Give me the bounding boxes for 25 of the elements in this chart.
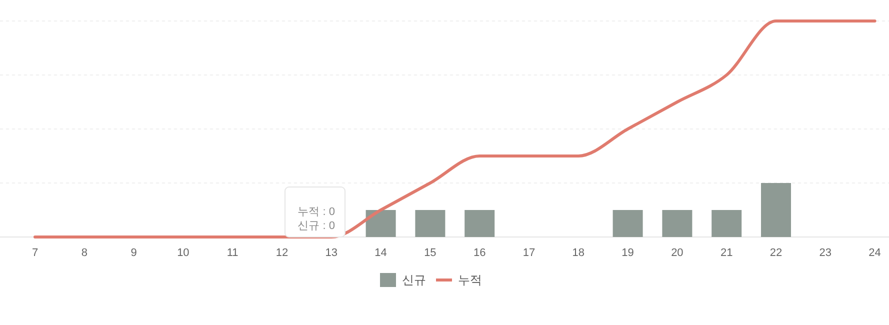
x-tick-label: 17 [522,247,536,259]
x-tick-label: 12 [276,247,288,259]
x-tick-label: 20 [671,247,684,259]
x-tick-label: 18 [572,247,585,259]
x-tick-label: 8 [81,247,88,259]
x-tick-label: 14 [374,247,387,259]
x-tick-label: 19 [622,247,634,259]
x-tick-label: 9 [130,247,137,259]
legend-누적: 누적 [436,273,482,287]
x-tick-label: 11 [226,247,238,259]
x-tick-label: 7 [32,247,38,259]
annotation: 신규 : 0 [298,220,335,232]
x-tick-label: 16 [473,247,486,259]
x-tick-label: 21 [720,247,733,259]
x-tick-label: 13 [325,247,338,259]
x-tick-label: 22 [770,247,782,259]
legend-신규: 신규 [380,273,426,287]
x-tick-label: 10 [177,247,190,259]
annotation: 누적 : 0 [298,206,335,218]
x-tick-label: 15 [424,247,436,259]
legend-label: 신규 [402,273,426,287]
x-tick-label: 23 [819,247,832,259]
tooltip: 누적 : 0 신규 : 0 [284,186,346,238]
x-tick-label: 24 [868,247,881,259]
legend-label: 누적 [458,273,482,287]
